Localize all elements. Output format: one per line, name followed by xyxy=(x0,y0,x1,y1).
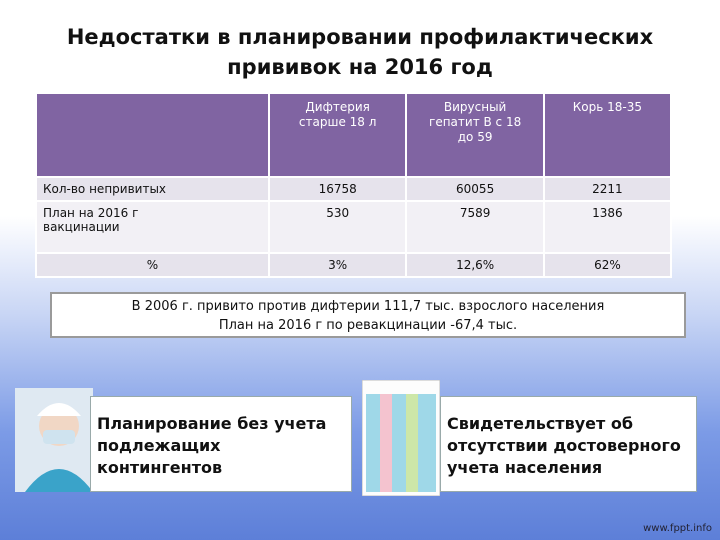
cell: Кол-во непривитых xyxy=(35,176,270,202)
note-line: План на 2016 г по ревакцинации -67,4 тыс… xyxy=(218,318,518,333)
title-line: Недостатки в планировании профилактическ… xyxy=(66,25,654,49)
uniform xyxy=(25,469,93,492)
row: Кол-во непривитых 16758 60055 2211 xyxy=(35,176,673,202)
cell: 62% xyxy=(542,252,673,278)
cap xyxy=(37,403,81,416)
header-cell: Дифтерия старше 18 л xyxy=(267,92,408,178)
cell: 12,6% xyxy=(405,252,545,278)
note: В 2006 г. привито против дифтерии 111,7 … xyxy=(50,292,686,338)
panel: Свидетельствует об отсутствии достоверно… xyxy=(440,396,697,492)
header-row: Дифтерия старше 18 л Вирусный гепатит В … xyxy=(35,92,673,178)
row: План на 2016 г вакцинации 530 7589 1386 xyxy=(35,200,673,254)
cell: План на 2016 г вакцинации xyxy=(35,200,270,254)
mask xyxy=(43,430,75,444)
panel: Планирование без учета подлежащих контин… xyxy=(90,396,352,492)
grid-area xyxy=(366,394,436,492)
nurse-image xyxy=(15,388,93,492)
grid-column xyxy=(380,394,392,492)
cell: 1386 xyxy=(542,200,673,254)
cell: 60055 xyxy=(405,176,545,202)
cell: 3% xyxy=(267,252,408,278)
header-cell: Вирусный гепатит В с 18 до 59 xyxy=(405,92,545,178)
header-cell xyxy=(35,92,270,178)
cell-text: План на 2016 г вакцинации xyxy=(43,206,139,234)
cell: 7589 xyxy=(405,200,545,254)
title: Недостатки в планировании профилактическ… xyxy=(0,22,720,82)
row: % 3% 12,6% 62% xyxy=(35,252,673,278)
cell: 2211 xyxy=(542,176,673,202)
footer: www.fppt.info xyxy=(643,523,712,534)
calendar-image xyxy=(362,380,440,496)
cell: 530 xyxy=(267,200,408,254)
cell: % xyxy=(35,252,270,278)
header-cell: Корь 18-35 xyxy=(542,92,673,178)
note-line: В 2006 г. привито против дифтерии 111,7 … xyxy=(131,299,605,314)
title-line: прививок на 2016 год xyxy=(227,55,493,79)
table: Дифтерия старше 18 л Вирусный гепатит В … xyxy=(35,92,673,278)
cell: 16758 xyxy=(267,176,408,202)
grid-column xyxy=(406,394,418,492)
